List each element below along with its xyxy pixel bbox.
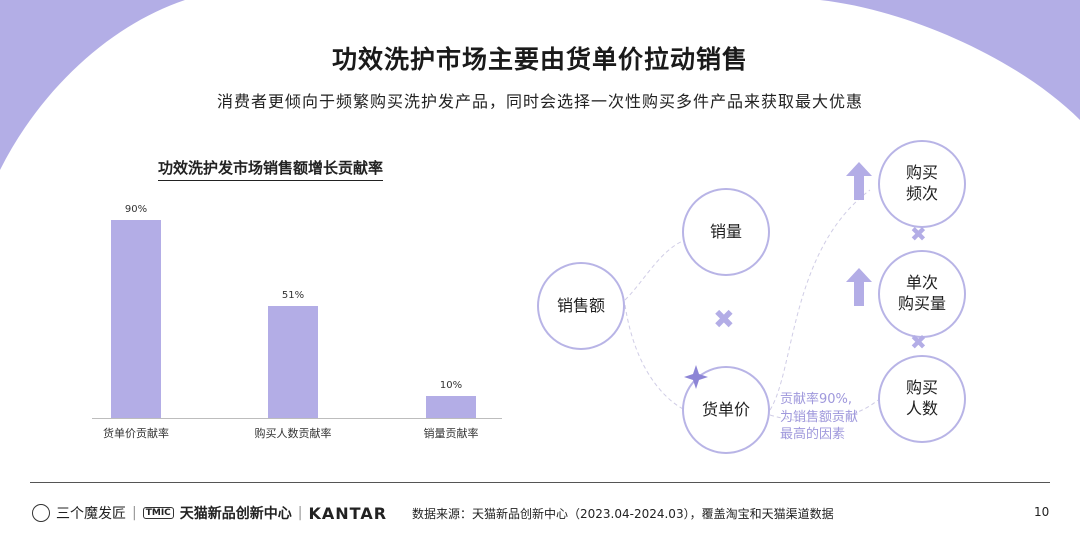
bar-category-label: 购买人数贡献率: [254, 427, 332, 440]
footer-logos: 三个魔发匠 | TMIC 天猫新品创新中心 | KANTAR: [32, 503, 387, 523]
node-purchase-frequency: 购买 频次: [878, 140, 966, 228]
arrow-up-icon: [846, 268, 872, 306]
bar-value-label: 51%: [281, 289, 305, 301]
connector-price-to-frequency: [769, 189, 871, 411]
bar-category-label: 货单价贡献率: [103, 427, 169, 440]
page-subtitle: 消费者更倾向于频繁购买洗护发产品，同时会选择一次性购买多件产品来获取最大优惠: [216, 92, 863, 111]
chart-x-axis: [92, 418, 502, 419]
page-number: 10: [1034, 505, 1050, 519]
chart-title: 功效洗护发市场销售额增长贡献率: [158, 157, 384, 181]
bar-category-label: 销量贡献率: [423, 427, 479, 440]
logo-separator: |: [132, 505, 137, 521]
connector-sales-to-volume: [624, 239, 686, 301]
logo-tmic-badge: TMIC: [142, 507, 174, 519]
node-sales-volume: 销量: [682, 188, 770, 276]
page-title: 功效洗护市场主要由货单价拉动销售: [331, 45, 748, 74]
multiply-icon: ✖: [910, 330, 927, 354]
logo-kantar: KANTAR: [308, 503, 388, 523]
connector-sales-to-price: [624, 304, 686, 411]
sparkle-icon: [684, 365, 708, 389]
arrow-up-icon: [846, 162, 872, 200]
bar-0: [111, 220, 161, 418]
node-single-purchase-qty: 单次 购买量: [878, 250, 966, 338]
node-sales-amount: 销售额: [537, 262, 625, 350]
logo-icon: [32, 504, 50, 522]
logo-tmic: 天猫新品创新中心: [179, 506, 292, 522]
data-source: 数据来源：天猫新品创新中心（2023.04-2024.03），覆盖淘宝和天猫渠道…: [412, 507, 834, 521]
footer-divider: [30, 482, 1050, 483]
logo-sangemofajiang: 三个魔发匠: [56, 506, 126, 522]
multiply-icon: ✖: [713, 305, 735, 335]
connector-price-to-buyers: [769, 399, 879, 422]
bar-value-label: 90%: [124, 204, 148, 215]
bar-value-label: 10%: [439, 380, 463, 391]
node-buyers: 购买 人数: [878, 355, 966, 443]
logo-separator: |: [297, 505, 303, 521]
highlight-note: 贡献率90%, 为销售额贡献 最高的因素: [780, 392, 859, 443]
multiply-icon: ✖: [910, 222, 927, 246]
bar-2: [426, 396, 476, 418]
bar-1: [268, 305, 318, 418]
